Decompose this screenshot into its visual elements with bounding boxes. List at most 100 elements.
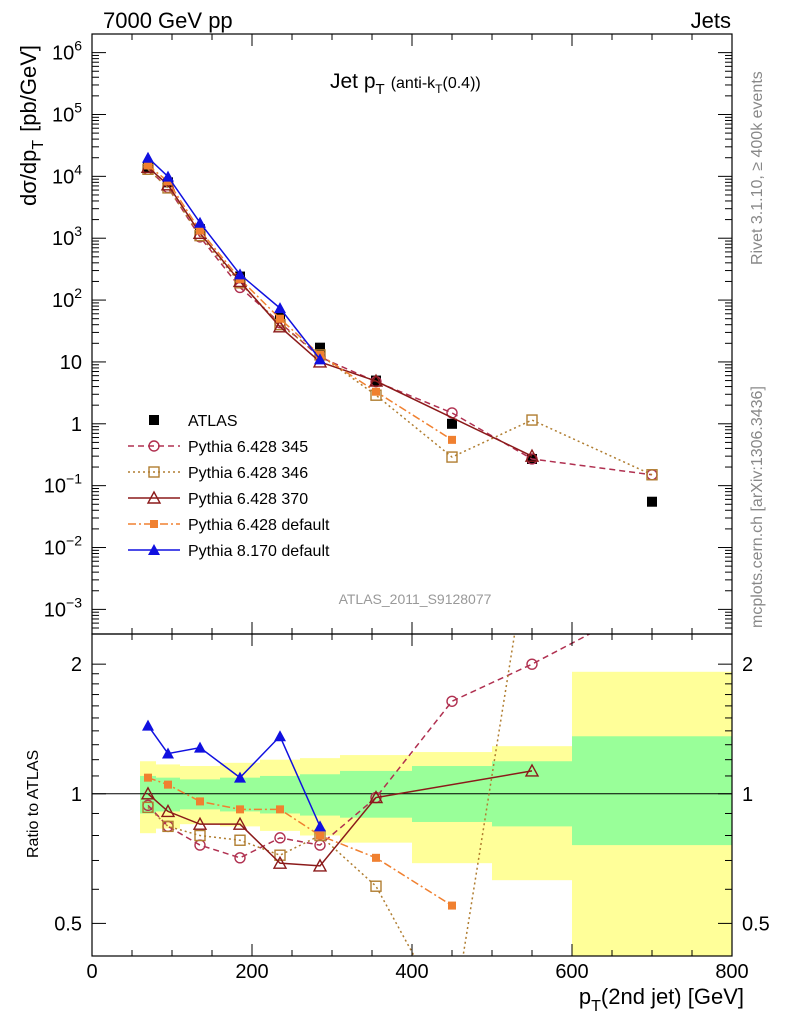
main-series-2	[142, 163, 658, 481]
main-y-tick-label: 106	[52, 38, 82, 65]
ratio-y-tick-label: 0.5	[54, 913, 82, 935]
ratio-series-line	[147, 770, 533, 867]
title-paren-text: (anti-k	[391, 75, 436, 92]
ratio-series-line	[147, 776, 453, 907]
ratio-data-point	[274, 832, 286, 844]
main-y-tick-label: 10−1	[44, 471, 82, 498]
legend-entry: ATLAS	[149, 413, 238, 430]
ratio-data-point	[314, 820, 326, 832]
legend-entry: Pythia 6.428 346	[128, 465, 308, 482]
tick-base: 10	[44, 476, 66, 498]
ratio-y-tick-label: 1	[71, 784, 82, 806]
main-y-tick-label: 102	[52, 285, 82, 312]
ratio-data-point	[234, 852, 246, 864]
ratio-data-point	[448, 901, 456, 910]
main-data-point	[276, 314, 284, 323]
main-y-tick-label: 10	[60, 352, 82, 374]
main-data-point	[372, 387, 380, 396]
main-series-1	[142, 163, 658, 481]
analysis-watermark: ATLAS_2011_S9128077	[339, 591, 492, 607]
x-axis-label: pT(2nd jet) [GeV]	[579, 984, 744, 1015]
x-tick-label: 0	[86, 961, 97, 983]
main-data-point	[524, 448, 540, 462]
tick-base: 10	[52, 228, 74, 250]
ratio-data-point	[160, 803, 176, 818]
main-series-line	[147, 168, 653, 476]
legend-label: Pythia 8.170 default	[188, 543, 330, 560]
main-data-point	[368, 373, 384, 387]
ratio-data-point	[312, 858, 328, 872]
main-panel-series	[140, 151, 658, 507]
main-y-tick-label: 103	[52, 223, 82, 250]
ratio-uncertainty-bands	[92, 671, 732, 956]
legend-label: Pythia 6.428 default	[188, 517, 330, 534]
legend-marker	[150, 520, 158, 528]
tick-exponent: 2	[74, 285, 82, 301]
legend-label: Pythia 6.428 370	[188, 491, 308, 508]
tick-exponent: −3	[66, 594, 82, 610]
ratio-y-tick-label-right: 2	[742, 654, 753, 676]
tick-exponent: 5	[74, 99, 82, 115]
main-data-point	[448, 435, 456, 444]
ratio-data-point	[234, 834, 246, 846]
main-series-line	[147, 164, 453, 441]
ratio-series-2	[140, 763, 540, 872]
xlabel-p: p	[579, 984, 591, 1009]
ylabel-text: dσ/dp	[16, 150, 41, 206]
ratio-series-4	[142, 719, 326, 832]
ratio-data-point	[142, 801, 154, 814]
tick-base: 10	[60, 352, 82, 374]
main-data-point	[272, 319, 288, 333]
main-series-line	[147, 166, 533, 457]
legend-label: Pythia 6.428 346	[188, 465, 308, 482]
ratio-data-point	[372, 853, 380, 862]
main-y-tick-label: 105	[52, 99, 82, 126]
ratio-y-axis-label: Ratio to ATLAS	[25, 750, 42, 858]
ratio-series-3	[144, 773, 456, 910]
tick-base: 10	[52, 104, 74, 126]
tick-exponent: 4	[74, 161, 82, 177]
legend-label: ATLAS	[188, 413, 238, 430]
x-tick-label: 600	[555, 961, 588, 983]
header-jets-label: Jets	[691, 8, 731, 33]
tick-exponent: 6	[74, 38, 82, 54]
title-main-sub: T	[376, 81, 385, 98]
main-series-5	[142, 151, 326, 365]
tick-base: 1	[71, 414, 82, 436]
ratio-band-inner	[340, 770, 412, 818]
main-y-tick-label: 10−3	[44, 594, 82, 621]
legend-marker	[146, 490, 162, 504]
xlabel-rest: (2nd jet) [GeV]	[601, 984, 744, 1009]
ylabel-unit: [pb/GeV]	[16, 45, 41, 132]
main-data-point	[315, 342, 325, 353]
main-data-point	[274, 302, 286, 314]
main-data-point	[647, 496, 657, 507]
tick-base: 10	[52, 290, 74, 312]
main-series-line	[147, 168, 653, 476]
ratio-data-point	[526, 658, 538, 670]
ratio-series-0	[142, 634, 592, 864]
main-data-point	[526, 414, 538, 426]
ratio-data-point	[164, 780, 172, 789]
ratio-y-tick-label-right: 0.5	[742, 913, 770, 935]
x-tick-label: 200	[235, 961, 268, 983]
axes-layer: 0 200 400 600 80010−310−210−1110102103104105…	[44, 33, 770, 983]
ratio-data-point	[236, 805, 244, 814]
ratio-data-point	[527, 520, 537, 530]
main-data-point	[446, 451, 458, 463]
main-data-point	[447, 418, 457, 429]
legend-entry: Pythia 6.428 370	[128, 490, 308, 508]
ratio-data-point	[276, 805, 284, 814]
main-data-point	[196, 226, 204, 235]
ratio-data-point	[447, 1020, 457, 1024]
title-paren-end: (0.4))	[443, 75, 481, 92]
legend-marker	[149, 415, 159, 425]
main-y-axis-label: dσ/dpT [pb/GeV]	[16, 45, 47, 206]
main-series-line	[147, 157, 321, 360]
main-data-point	[142, 151, 154, 163]
mcplots-label: mcplots.cern.ch [arXiv:1306.3436]	[749, 386, 766, 628]
legend-label: Pythia 6.428 345	[188, 439, 308, 456]
header-energy-label: 7000 GeV pp	[103, 8, 233, 33]
main-y-tick-label: 104	[52, 161, 82, 188]
